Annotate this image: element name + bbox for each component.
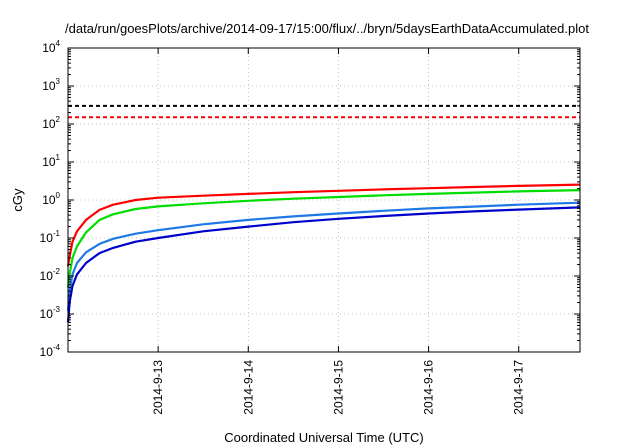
x-axis-title: Coordinated Universal Time (UTC) xyxy=(224,430,423,445)
y-axis: 10-4 10-3 10-2 10-1 100 101 102 103 104 xyxy=(40,39,580,359)
y-axis-title: cGy xyxy=(10,188,25,212)
series-line-2 xyxy=(66,189,581,288)
y-tick-label: 100 xyxy=(42,191,60,207)
series-lines xyxy=(66,183,581,323)
series-line-3 xyxy=(66,201,581,312)
reference-lines xyxy=(68,104,580,119)
y-tick-label: 10-2 xyxy=(40,267,61,283)
y-tick-label: 10-1 xyxy=(40,229,61,245)
chart-title: /data/run/goesPlots/archive/2014-09-17/1… xyxy=(65,21,589,36)
y-tick-label: 104 xyxy=(42,39,60,55)
y-tick-label: 102 xyxy=(42,115,60,131)
x-tick-label: 2014-9-16 xyxy=(422,360,436,415)
y-tick-label: 101 xyxy=(42,153,60,169)
x-axis: 2014-9-13 2014-9-14 2014-9-15 2014-9-16 2014… xyxy=(151,48,526,415)
y-tick-label: 10-3 xyxy=(40,305,61,321)
x-tick-label: 2014-9-14 xyxy=(241,360,255,415)
series-line-1 xyxy=(66,183,581,267)
y-tick-label: 10-4 xyxy=(40,343,61,359)
series-line-4 xyxy=(66,206,581,323)
x-tick-label: 2014-9-17 xyxy=(512,360,526,415)
x-tick-label: 2014-9-15 xyxy=(331,360,345,415)
x-tick-label: 2014-9-13 xyxy=(151,360,165,415)
grid xyxy=(68,48,580,352)
y-tick-label: 103 xyxy=(42,77,60,93)
